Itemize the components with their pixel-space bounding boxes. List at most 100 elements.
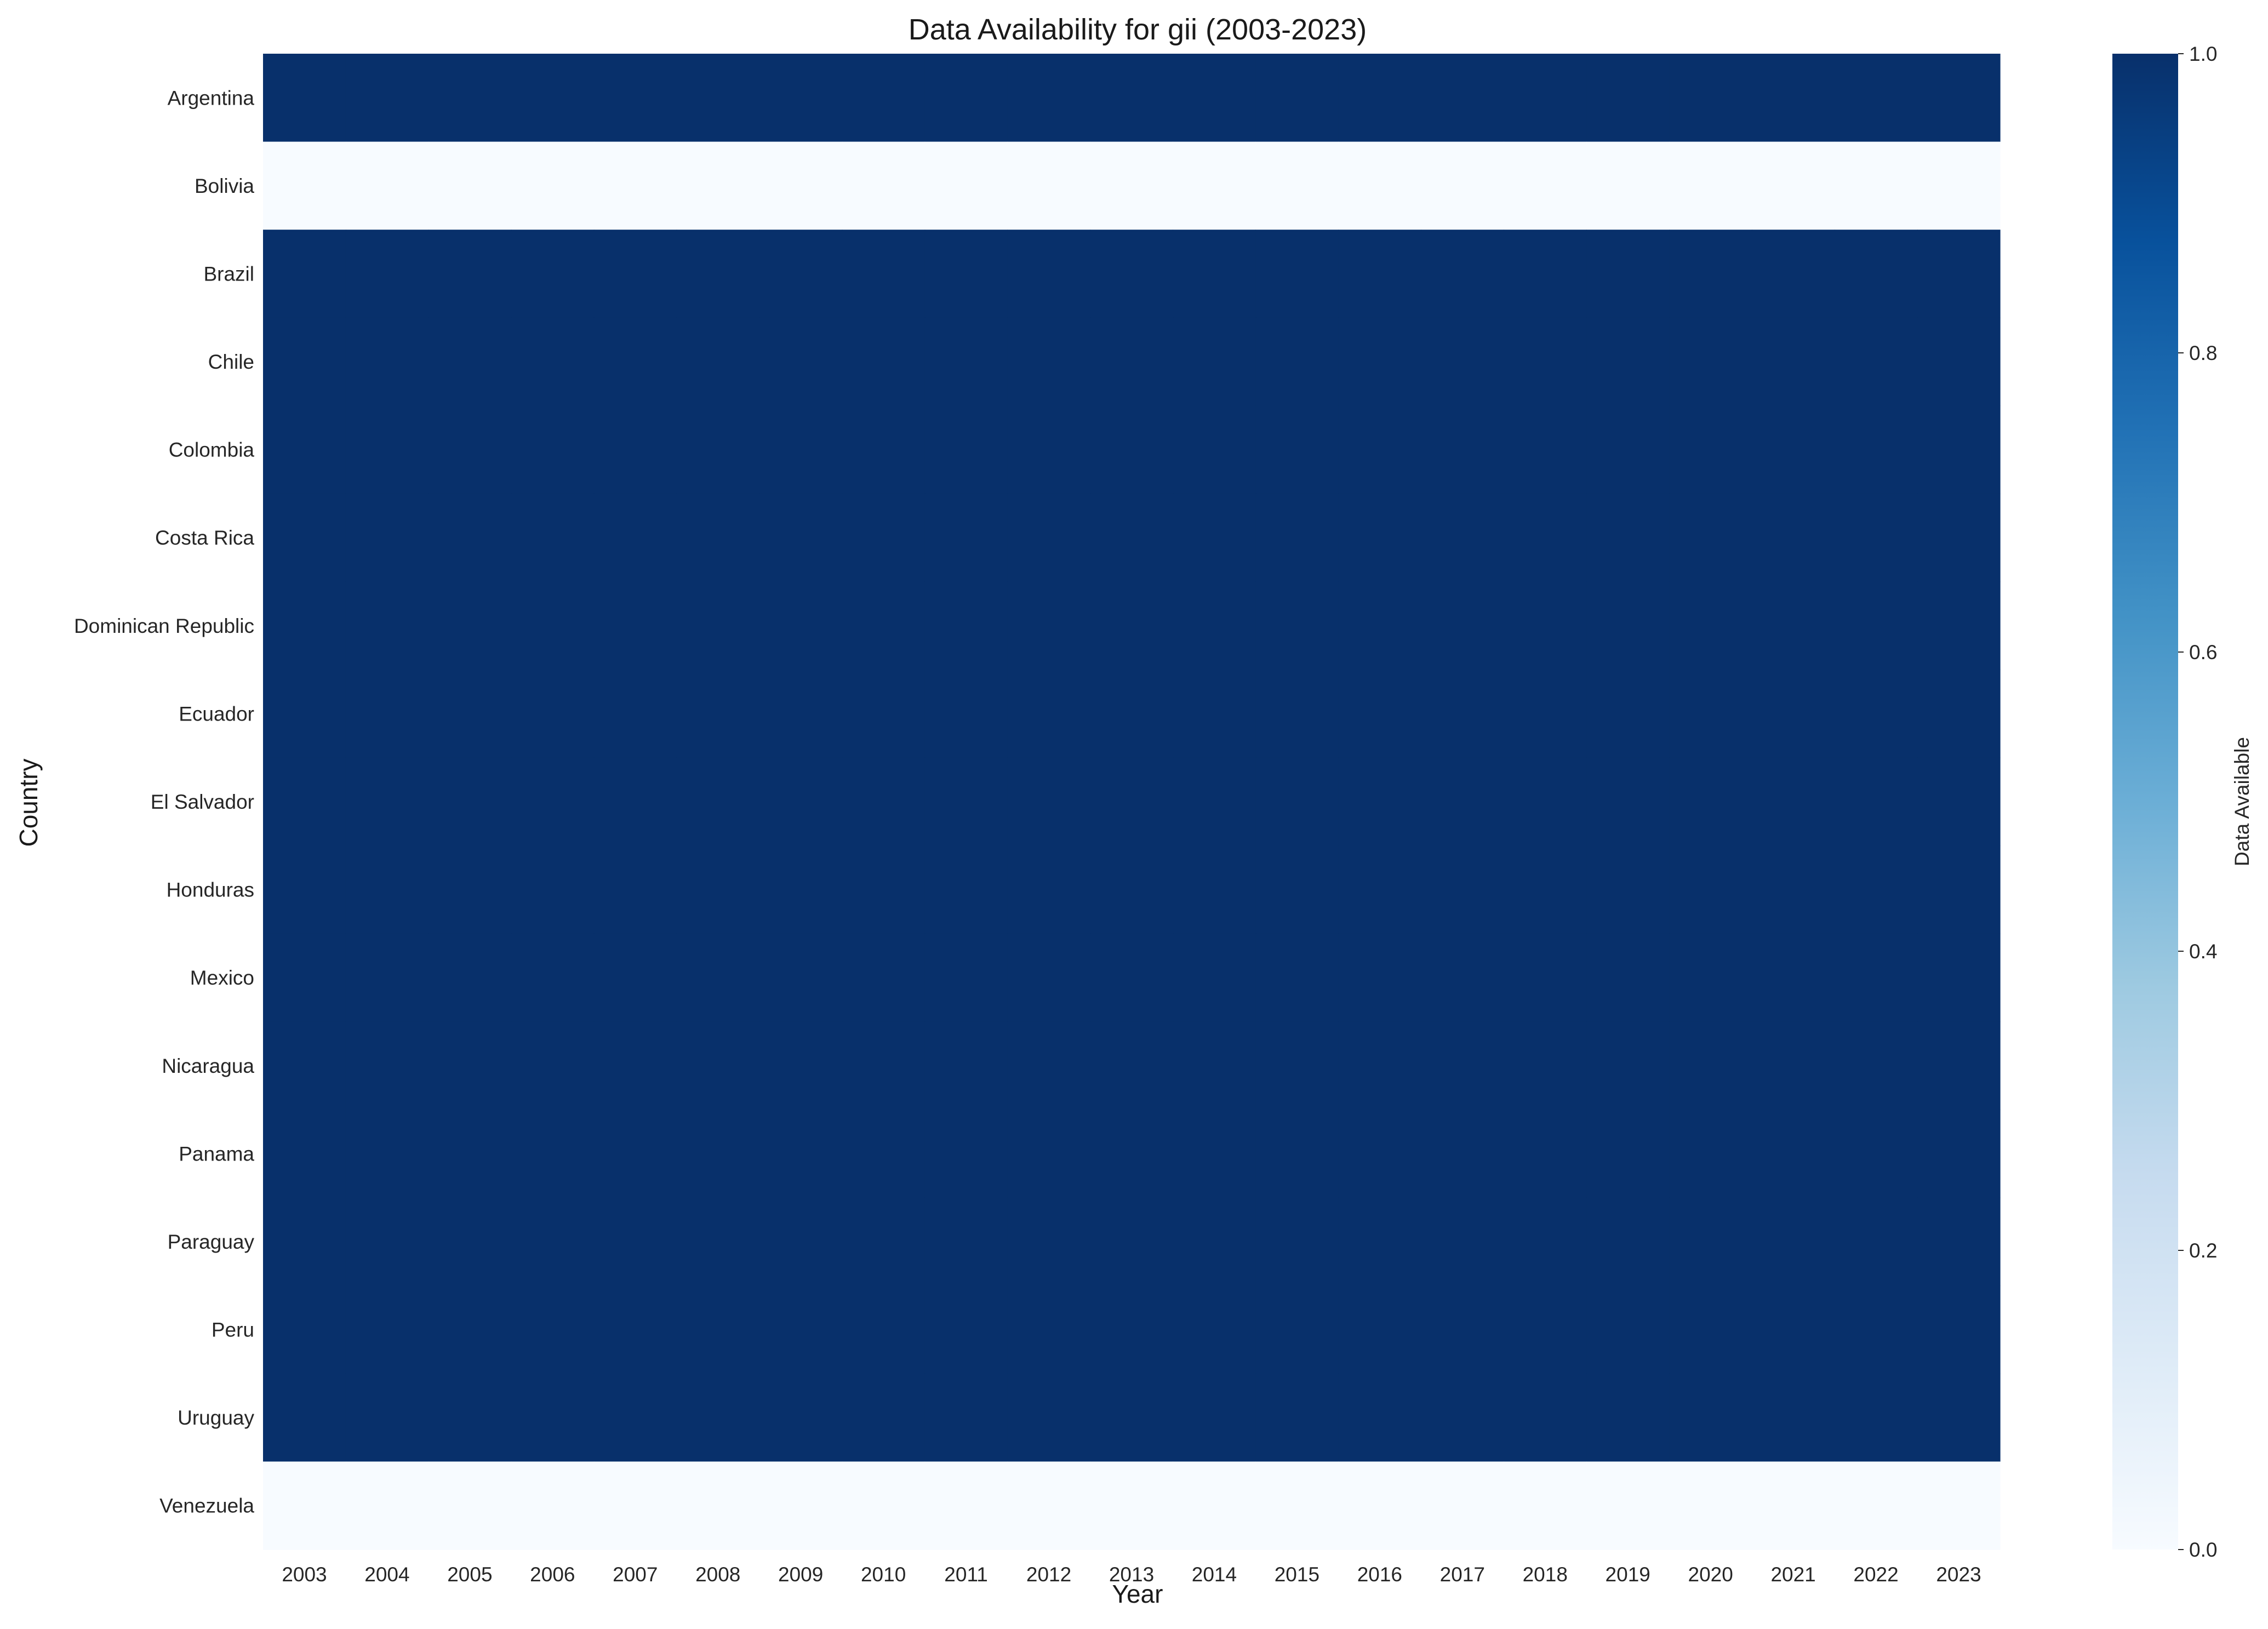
heatmap-cell	[1255, 1021, 1339, 1110]
heatmap-cell	[511, 1461, 595, 1550]
heatmap-cell	[1752, 670, 1835, 758]
heatmap-cell	[842, 493, 926, 582]
heatmap-cell	[1421, 1021, 1504, 1110]
heatmap-cell	[1669, 493, 1752, 582]
heatmap-cell	[1421, 1110, 1504, 1198]
heatmap-cell	[1835, 1110, 1918, 1198]
heatmap-cell	[1090, 1110, 1174, 1198]
heatmap-cell	[428, 1021, 512, 1110]
heatmap-cell	[1255, 757, 1339, 846]
heatmap-cell	[676, 1461, 760, 1550]
heatmap-cell	[1090, 54, 1174, 142]
heatmap-cell	[1669, 1285, 1752, 1374]
x-tick-label: 2019	[1606, 1563, 1650, 1586]
heatmap-cell	[593, 1461, 677, 1550]
heatmap-cell	[511, 1021, 595, 1110]
heatmap-cell	[1917, 1197, 2001, 1286]
heatmap-cell	[1255, 845, 1339, 934]
heatmap-cell	[1669, 581, 1752, 670]
heatmap-cell	[759, 845, 843, 934]
heatmap-cell	[1255, 493, 1339, 582]
heatmap-cell	[345, 845, 429, 934]
x-tick-label: 2022	[1853, 1563, 1898, 1586]
heatmap-cell	[428, 141, 512, 230]
heatmap-cell	[1173, 1110, 1256, 1198]
heatmap-cell	[428, 317, 512, 406]
heatmap-cell	[263, 54, 346, 142]
heatmap-cell	[759, 141, 843, 230]
heatmap-cell	[1752, 1110, 1835, 1198]
heatmap-cell	[1173, 1197, 1256, 1286]
heatmap-cell	[511, 317, 595, 406]
heatmap-cell	[1504, 757, 1587, 846]
heatmap-cell	[593, 757, 677, 846]
heatmap-cell	[263, 141, 346, 230]
heatmap-cell	[1421, 581, 1504, 670]
heatmap-cell	[428, 1197, 512, 1286]
heatmap-cell	[1835, 933, 1918, 1022]
heatmap-cell	[676, 317, 760, 406]
heatmap-cell	[593, 845, 677, 934]
heatmap-cell	[1007, 317, 1091, 406]
heatmap-cell	[1421, 670, 1504, 758]
heatmap-cell	[842, 933, 926, 1022]
heatmap-cell	[263, 1110, 346, 1198]
heatmap-cell	[511, 581, 595, 670]
heatmap-cell	[1586, 405, 1670, 494]
y-tick-label: Costa Rica	[155, 527, 254, 549]
heatmap-cell	[511, 405, 595, 494]
heatmap-cell	[1007, 757, 1091, 846]
heatmap-cell	[1090, 405, 1174, 494]
heatmap-cell	[842, 1461, 926, 1550]
heatmap-cell	[1917, 1373, 2001, 1462]
heatmap-cell	[759, 1197, 843, 1286]
heatmap-cell	[428, 581, 512, 670]
heatmap-cell	[1504, 845, 1587, 934]
x-tick-label: 2018	[1523, 1563, 1568, 1586]
heatmap-cell	[1255, 581, 1339, 670]
heatmap-cell	[1752, 405, 1835, 494]
heatmap-cell	[1338, 1110, 1421, 1198]
heatmap-cell	[1586, 1197, 1670, 1286]
x-tick-label: 2006	[530, 1563, 575, 1586]
heatmap-cell	[1669, 757, 1752, 846]
heatmap-cell	[1421, 317, 1504, 406]
heatmap-cell	[924, 1197, 1008, 1286]
heatmap-cell	[345, 1021, 429, 1110]
heatmap-cell	[593, 317, 677, 406]
heatmap-cell	[1669, 1461, 1752, 1550]
heatmap-cell	[924, 933, 1008, 1022]
heatmap-cell	[1007, 405, 1091, 494]
heatmap-cell	[842, 845, 926, 934]
heatmap-cell	[1917, 1110, 2001, 1198]
heatmap-cell	[1173, 1285, 1256, 1374]
y-tick-label: Uruguay	[178, 1407, 254, 1429]
heatmap-cell	[345, 1373, 429, 1462]
heatmap-cell	[1090, 1197, 1174, 1286]
heatmap-cell	[1421, 1461, 1504, 1550]
heatmap-cell	[1752, 1197, 1835, 1286]
heatmap-cell	[676, 405, 760, 494]
heatmap-cell	[924, 757, 1008, 846]
heatmap-cell	[1173, 757, 1256, 846]
heatmap-cell	[511, 493, 595, 582]
x-tick-label: 2012	[1026, 1563, 1071, 1586]
heatmap-cell	[1173, 493, 1256, 582]
heatmap-cell	[1338, 1197, 1421, 1286]
heatmap-cell	[1338, 670, 1421, 758]
heatmap-cell	[1504, 1373, 1587, 1462]
heatmap-cell	[1421, 1373, 1504, 1462]
heatmap-cell	[1090, 493, 1174, 582]
heatmap-cell	[1752, 845, 1835, 934]
heatmap-cell	[345, 317, 429, 406]
heatmap-cell	[1338, 757, 1421, 846]
heatmap-cell	[759, 1373, 843, 1462]
heatmap-cell	[1255, 54, 1339, 142]
heatmap-cell	[1835, 1197, 1918, 1286]
heatmap-cell	[1007, 1021, 1091, 1110]
heatmap-cell	[428, 933, 512, 1022]
heatmap-cell	[345, 54, 429, 142]
heatmap-cell	[1669, 845, 1752, 934]
heatmap-cell	[1752, 230, 1835, 318]
